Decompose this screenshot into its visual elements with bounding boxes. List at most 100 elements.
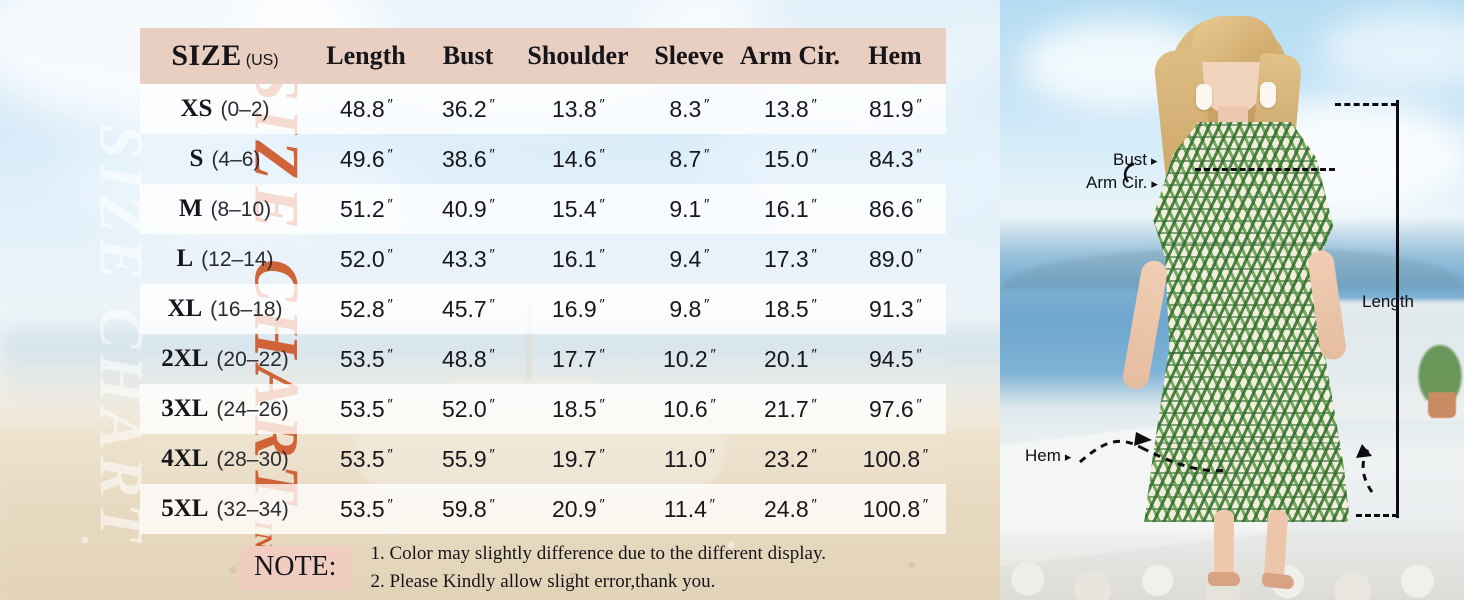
cell-arm-cir: 15.0 ″ bbox=[736, 145, 844, 172]
santorini-photo: Bust ▸ Arm Cir. ▸ Hem ▸ Length bbox=[1000, 0, 1464, 600]
cell-size: 3XL (24–26) bbox=[140, 395, 310, 423]
inch-mark: ″ bbox=[598, 495, 605, 513]
inch-mark: ″ bbox=[810, 145, 817, 163]
size-label: L bbox=[176, 245, 194, 272]
inch-mark: ″ bbox=[915, 195, 922, 213]
size-label: 2XL bbox=[161, 345, 209, 372]
inch-mark: ″ bbox=[810, 295, 817, 313]
cell-length: 53.5 ″ bbox=[310, 396, 422, 421]
inch-mark: ″ bbox=[703, 95, 709, 113]
cell-size: XS (0–2) bbox=[140, 95, 310, 123]
inch-mark: ″ bbox=[386, 445, 393, 463]
cell-sleeve: 11.0 ″ bbox=[642, 445, 736, 472]
annotation-hem: Hem ▸ bbox=[1025, 446, 1071, 466]
cell-sleeve: 11.4 ″ bbox=[642, 495, 736, 522]
size-us-range: (28–30) bbox=[216, 448, 289, 471]
value: 21.7 bbox=[763, 395, 809, 422]
inch-mark: ″ bbox=[703, 145, 709, 163]
value: 11.4 bbox=[663, 495, 707, 522]
cell-length: 51.2 ″ bbox=[310, 195, 422, 221]
note-section: NOTE: 1. Color may slightly difference d… bbox=[238, 540, 826, 595]
table-body: XS (0–2) 48.8 ″ 36.2 ″ 13.8 ″ 8.3 ″ 13.8 ″ 81.9 ″ S (4–… bbox=[140, 84, 946, 534]
bust-dashed-line bbox=[1195, 168, 1335, 171]
value: 10.6 bbox=[662, 395, 708, 422]
cell-hem: 100.8 ″ bbox=[844, 496, 946, 521]
cell-shoulder: 16.1 ″ bbox=[514, 245, 642, 271]
value: 13.8 bbox=[551, 95, 597, 122]
cell-sleeve: 8.7 ″ bbox=[642, 145, 736, 171]
cell-bust: 55.9 ″ bbox=[422, 446, 514, 471]
size-us-range: (0–2) bbox=[220, 98, 270, 121]
cell-size: XL (16–18) bbox=[140, 295, 310, 323]
value: 49.6 bbox=[339, 145, 385, 172]
inch-mark: ″ bbox=[810, 95, 817, 113]
cell-shoulder: 15.4 ″ bbox=[514, 196, 642, 221]
inch-mark: ″ bbox=[386, 195, 393, 213]
value: 97.6 bbox=[868, 395, 914, 422]
inch-mark: ″ bbox=[810, 195, 817, 213]
inch-mark: ″ bbox=[810, 395, 817, 413]
cell-size: L (12–14) bbox=[140, 245, 310, 273]
cell-hem: 84.3 ″ bbox=[844, 146, 946, 171]
cell-hem: 94.5 ″ bbox=[844, 346, 946, 371]
value: 38.6 bbox=[441, 145, 487, 172]
cell-sleeve: 10.2 ″ bbox=[642, 345, 736, 371]
value: 20.1 bbox=[763, 345, 809, 372]
value: 9.4 bbox=[669, 245, 702, 272]
size-label: XL bbox=[167, 295, 203, 322]
note-text: 1. Color may slightly difference due to … bbox=[370, 540, 826, 595]
cell-hem: 81.9 ″ bbox=[844, 95, 946, 121]
inch-mark: ″ bbox=[915, 295, 922, 313]
annotation-hem-label: Hem bbox=[1025, 446, 1061, 465]
inch-mark: ″ bbox=[386, 495, 393, 513]
header-length: Length bbox=[326, 41, 406, 70]
sandal-left bbox=[1208, 572, 1240, 586]
cell-bust: 48.8 ″ bbox=[422, 345, 514, 371]
model-photo-panel: Bust ▸ Arm Cir. ▸ Hem ▸ Length bbox=[1000, 0, 1464, 600]
value: 9.1 bbox=[669, 195, 702, 222]
value: 52.0 bbox=[339, 245, 385, 272]
inch-mark: ″ bbox=[915, 95, 922, 113]
size-us-range: (20–22) bbox=[216, 348, 289, 371]
inch-mark: ″ bbox=[488, 145, 495, 163]
inch-mark: ″ bbox=[709, 345, 716, 363]
value: 53.5 bbox=[339, 345, 385, 372]
header-hem: Hem bbox=[868, 41, 922, 70]
cell-size: S (4–6) bbox=[140, 145, 310, 173]
value: 11.0 bbox=[663, 445, 707, 472]
inch-mark: ″ bbox=[703, 195, 709, 213]
inch-mark: ″ bbox=[386, 145, 393, 163]
table-row: L (12–14) 52.0 ″ 43.3 ″ 16.1 ″ 9.4 ″ 17.3 ″ 89.0 ″ bbox=[140, 234, 946, 284]
value: 17.7 bbox=[551, 345, 597, 372]
inch-mark: ″ bbox=[488, 95, 495, 113]
plant bbox=[1415, 340, 1464, 400]
table-row: M (8–10) 51.2 ″ 40.9 ″ 15.4 ″ 9.1 ″ 16.1 ″ 86.6 ″ bbox=[140, 184, 946, 234]
cell-shoulder: 19.7 ″ bbox=[514, 445, 642, 471]
inch-mark: ″ bbox=[488, 495, 495, 513]
value: 23.2 bbox=[763, 445, 809, 472]
cell-sleeve: 9.4 ″ bbox=[642, 245, 736, 272]
inch-mark: ″ bbox=[922, 445, 928, 463]
cell-arm-cir: 16.1 ″ bbox=[736, 195, 844, 221]
inch-mark: ″ bbox=[598, 445, 605, 463]
value: 15.0 bbox=[763, 145, 809, 172]
cell-hem: 89.0 ″ bbox=[844, 245, 946, 271]
size-label: 3XL bbox=[161, 395, 209, 422]
value: 86.6 bbox=[868, 195, 914, 222]
boat-mast bbox=[526, 304, 531, 434]
cell-shoulder: 14.6 ″ bbox=[514, 146, 642, 171]
inch-mark: ″ bbox=[810, 445, 817, 463]
model-figure bbox=[1118, 10, 1368, 590]
value: 91.3 bbox=[868, 295, 914, 322]
arrow-right-icon: ▸ bbox=[1064, 448, 1072, 464]
measurement-arrows bbox=[1079, 162, 1374, 493]
inch-mark: ″ bbox=[708, 445, 715, 463]
arrow-right-icon: ▸ bbox=[1151, 152, 1158, 168]
inch-mark: ″ bbox=[488, 345, 495, 363]
inch-mark: ″ bbox=[915, 245, 922, 263]
inch-mark: ″ bbox=[598, 245, 605, 263]
annotation-length-label: Length bbox=[1362, 292, 1414, 311]
inch-mark: ″ bbox=[708, 495, 715, 513]
cell-length: 49.6 ″ bbox=[310, 145, 422, 172]
cell-sleeve: 10.6 ″ bbox=[642, 395, 736, 422]
